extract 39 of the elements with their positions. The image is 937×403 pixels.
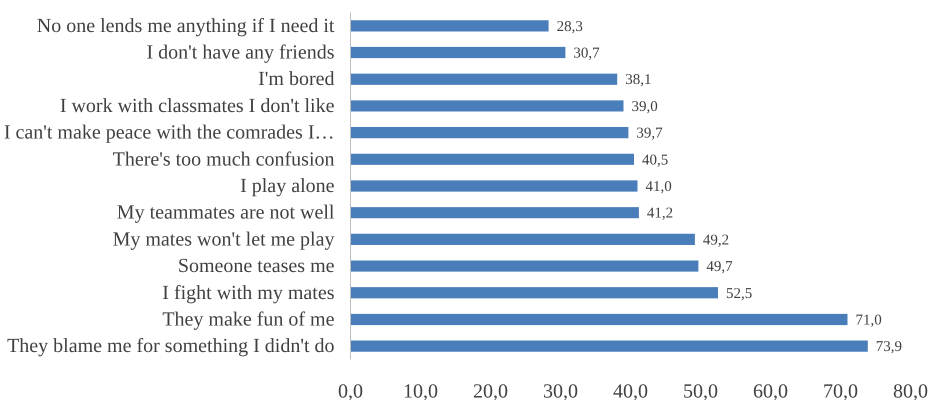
data-label: 41,2 — [646, 206, 674, 222]
y-tick-label: I can't make peace with the comrades I… — [4, 122, 335, 144]
data-label: 39,0 — [632, 98, 658, 115]
y-tick-label: They make fun of me — [162, 308, 335, 330]
bar — [350, 207, 639, 218]
y-tick-label: There's too much confusion — [112, 148, 335, 170]
bar — [350, 46, 566, 58]
data-label: 40,5 — [642, 152, 668, 168]
data-label: 41,0 — [646, 179, 672, 195]
y-tick-label: I play alone — [240, 175, 335, 197]
bar — [350, 154, 634, 165]
data-label: 71,0 — [856, 312, 882, 328]
data-label: 39,7 — [636, 126, 664, 142]
bar — [350, 234, 695, 245]
y-tick-label: My mates won't let me play — [112, 228, 335, 250]
data-label: 73,9 — [876, 339, 902, 356]
bar — [350, 74, 618, 85]
bar — [350, 314, 848, 326]
y-tick-label: I work with classmates I don't like — [60, 94, 335, 117]
bar — [350, 340, 868, 352]
data-label: 28,3 — [556, 18, 583, 35]
bar — [350, 100, 624, 112]
bar — [350, 20, 549, 32]
data-label: 30,7 — [573, 46, 600, 62]
data-label: 38,1 — [625, 72, 652, 88]
bar — [350, 180, 638, 192]
y-tick-label: No one lends me anything if I need it — [36, 14, 335, 37]
data-label: 49,2 — [702, 232, 730, 248]
bar — [350, 127, 628, 138]
y-tick-label: I don't have any friends — [146, 42, 335, 64]
y-tick-label: Someone teases me — [178, 255, 335, 278]
data-label: 49,7 — [706, 259, 734, 276]
bar — [350, 260, 698, 272]
y-tick-label: I'm bored — [258, 68, 334, 90]
bar — [350, 287, 718, 298]
y-tick-label: My teammates are not well — [116, 202, 335, 224]
data-label: 52,5 — [726, 286, 752, 302]
y-tick-label: They blame me for something I didn't do — [7, 335, 334, 358]
y-tick-label: I fight with my mates — [162, 282, 335, 304]
